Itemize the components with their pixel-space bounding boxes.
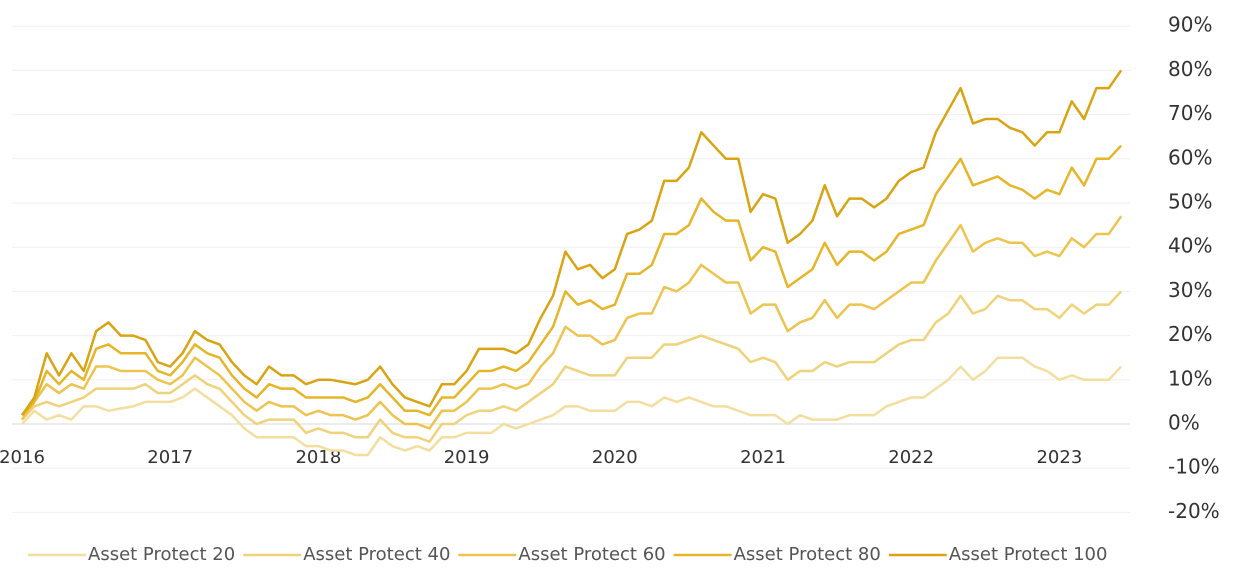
y-tick-label: -20%	[1168, 499, 1220, 523]
y-tick-label: 30%	[1168, 278, 1212, 302]
x-tick-label: 2020	[592, 447, 638, 468]
legend-label: Asset Protect 80	[734, 544, 881, 565]
y-tick-label: 10%	[1168, 366, 1212, 390]
legend-item: Asset Protect 80	[673, 544, 881, 565]
x-tick-label: 2017	[147, 447, 193, 468]
series-line	[21, 144, 1123, 417]
legend-label: Asset Protect 60	[518, 544, 665, 565]
legend-item: Asset Protect 20	[28, 544, 235, 565]
y-tick-label: 90%	[1168, 13, 1212, 37]
series-line	[20, 215, 1123, 430]
x-tick-label: 2018	[295, 447, 341, 468]
y-tick-label: 40%	[1168, 234, 1212, 258]
y-tick-label: 70%	[1168, 101, 1212, 125]
x-tick-label: 2016	[0, 447, 45, 468]
legend-label: Asset Protect 100	[949, 544, 1108, 565]
y-tick-label: 20%	[1168, 322, 1212, 346]
x-tick-label: 2019	[444, 447, 490, 468]
legend-item: Asset Protect 100	[888, 544, 1108, 565]
y-tick-label: 50%	[1168, 190, 1212, 214]
legend-item: Asset Protect 40	[243, 544, 450, 565]
series-line	[20, 69, 1123, 416]
x-tick-label: 2021	[740, 447, 786, 468]
y-tick-label: 60%	[1168, 145, 1212, 169]
legend-item: Asset Protect 60	[458, 544, 666, 565]
x-tick-label: 2022	[888, 447, 934, 468]
y-tick-label: 0%	[1168, 411, 1200, 435]
x-tick-label: 2023	[1036, 447, 1082, 468]
y-tick-label: 80%	[1168, 57, 1212, 81]
series-line	[21, 356, 1123, 457]
legend-label: Asset Protect 20	[88, 544, 235, 565]
legend-label: Asset Protect 40	[303, 544, 450, 565]
y-tick-label: -10%	[1168, 455, 1220, 479]
series-line	[21, 290, 1123, 443]
